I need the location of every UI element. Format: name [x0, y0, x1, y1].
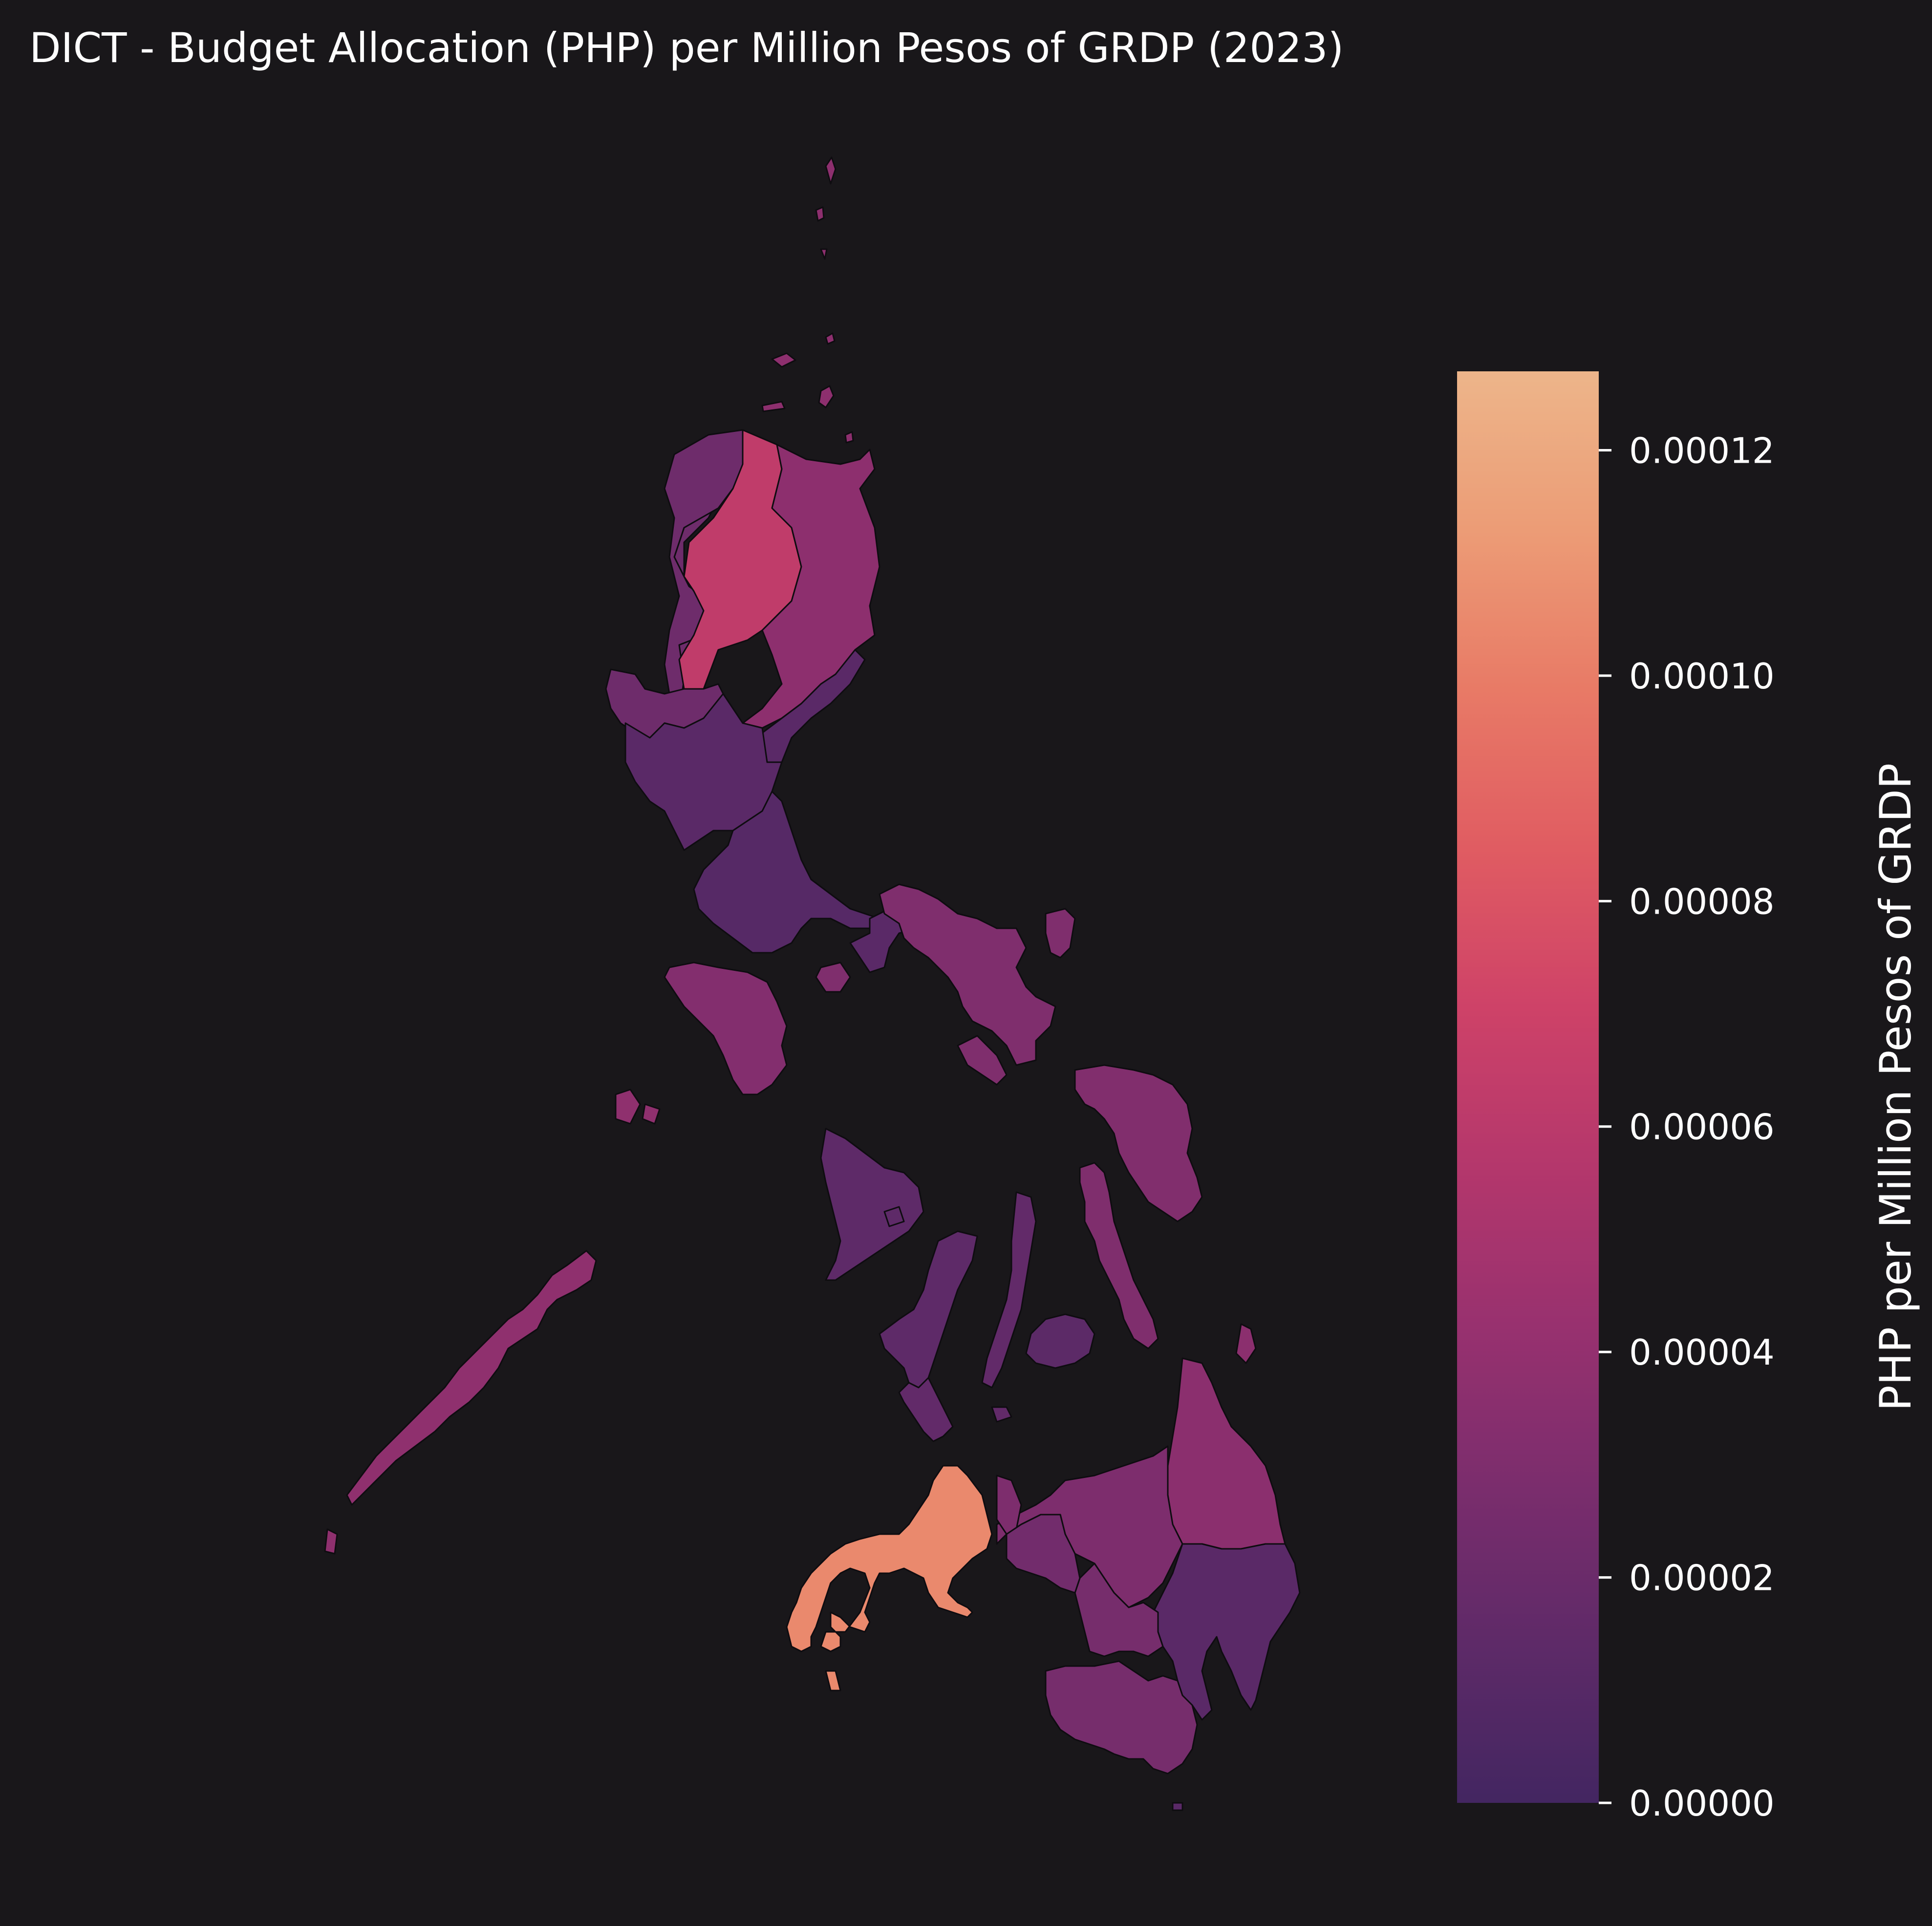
region-masbate[interactable]: [957, 1035, 1008, 1086]
region-davao[interactable]: [1152, 1543, 1301, 1721]
region-siquijor[interactable]: [991, 1406, 1012, 1423]
region-cebu[interactable]: [981, 1191, 1037, 1389]
colorbar-gradient: [1457, 371, 1599, 1803]
region-cotabato[interactable]: [1074, 1562, 1164, 1657]
colorbar-tick-label: 0.00010: [1629, 656, 1775, 697]
region-barmm-lanao[interactable]: [1006, 1514, 1081, 1594]
colorbar-label: PHP per Million Pesos of GRDP: [1870, 763, 1921, 1411]
colorbar-tick-label: 0.00006: [1629, 1107, 1775, 1148]
region-sarangani-islet[interactable]: [1172, 1802, 1183, 1811]
region-soccsksargen[interactable]: [1045, 1660, 1198, 1775]
region-panay[interactable]: [820, 1128, 924, 1281]
colorbar-tick-label: 0.00008: [1629, 881, 1775, 922]
region-leyte[interactable]: [1079, 1162, 1159, 1349]
region-palawan[interactable]: [346, 1250, 597, 1506]
colorbar-tick-label: 0.00012: [1629, 430, 1775, 471]
region-balabac[interactable]: [324, 1528, 338, 1555]
region-bohol[interactable]: [1025, 1313, 1095, 1369]
region-marinduque[interactable]: [815, 962, 851, 993]
page-title: DICT - Budget Allocation (PHP) per Milli…: [29, 24, 1344, 72]
region-negros-oriental[interactable]: [898, 1377, 954, 1442]
region-dinagat[interactable]: [1235, 1323, 1257, 1364]
region-calamian[interactable]: [615, 1089, 661, 1125]
colorbar-tick-label: 0.00002: [1629, 1558, 1775, 1599]
region-samar[interactable]: [1074, 1064, 1203, 1222]
region-guimaras[interactable]: [883, 1206, 905, 1227]
region-babuyan[interactable]: [761, 332, 854, 444]
region-calabarzon[interactable]: [693, 791, 880, 954]
colorbar-ticks: 0.00000 0.00002 0.00004 0.00006 0.00008 0.000…: [1599, 430, 1775, 1824]
colorbar-tick-label: 0.00000: [1629, 1783, 1775, 1824]
region-batanes[interactable]: [815, 156, 837, 260]
region-zamboanga-tip[interactable]: [825, 1670, 841, 1691]
region-catanduanes[interactable]: [1045, 908, 1076, 959]
region-mindoro[interactable]: [664, 962, 788, 1095]
region-bicol[interactable]: [879, 883, 1056, 1066]
colorbar-tick-label: 0.00004: [1629, 1332, 1775, 1373]
region-zamboanga[interactable]: [786, 1465, 993, 1652]
